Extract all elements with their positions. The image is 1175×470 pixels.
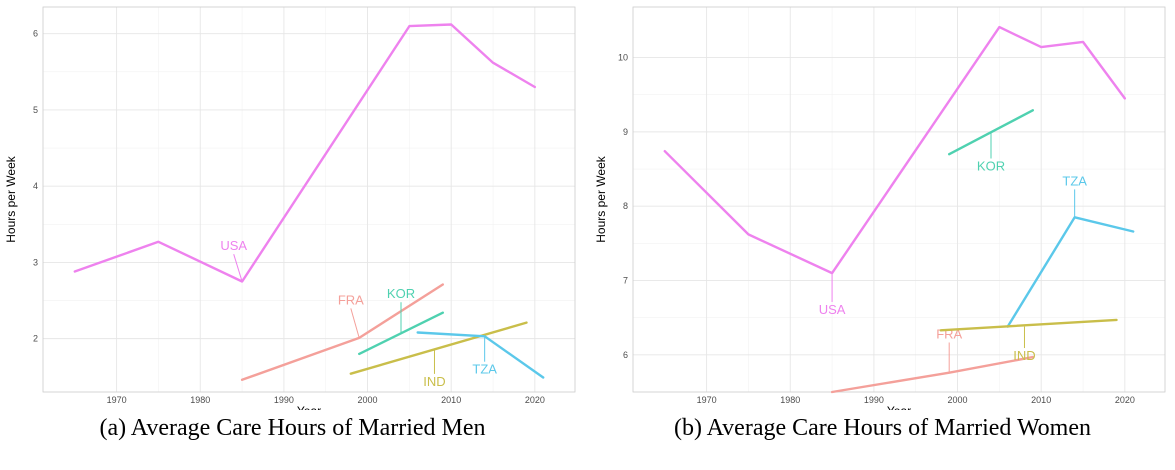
chart-b: 1970 1980 1990 2000 2010 2020 6 7 8 9 10 Year Hours … [594, 6, 1166, 410]
series-label-tza: TZA [472, 362, 497, 377]
tick-labels: 1970 1980 1990 2000 2010 2020 2 3 4 5 6 [33, 29, 545, 405]
series-label-tza: TZA [1062, 173, 1087, 188]
y-tick-label: 5 [33, 105, 38, 115]
y-tick-label: 10 [618, 53, 628, 63]
chart-panel-a: 1970 1980 1990 2000 2010 2020 2 3 4 5 6 Year Hours p… [0, 0, 585, 470]
series-usa: USA [663, 25, 1126, 317]
series-label-usa: USA [220, 238, 247, 253]
y-tick-label: 2 [33, 334, 38, 344]
x-tick-label: 2000 [948, 395, 968, 405]
series-ind: IND [939, 318, 1118, 363]
series-kor: KOR [948, 109, 1034, 174]
tick-labels: 1970 1980 1990 2000 2010 2020 6 7 8 9 10 [618, 53, 1135, 405]
caption-a: (a) Average Care Hours of Married Men [99, 415, 486, 441]
series-kor: KOR [358, 286, 444, 356]
label-leader-usa [233, 254, 243, 282]
y-tick-label: 9 [623, 127, 628, 137]
y-tick-label: 6 [623, 350, 628, 360]
series-label-usa: USA [819, 302, 846, 317]
y-tick-label: 4 [33, 181, 38, 191]
series-label-kor: KOR [387, 286, 415, 301]
y-tick-label: 6 [33, 29, 38, 39]
series-line-tza [1006, 216, 1135, 328]
x-tick-label: 2000 [358, 395, 378, 405]
y-tick-label: 7 [623, 276, 628, 286]
series-fra: FRA [830, 326, 1034, 394]
series-line-tza [416, 331, 545, 379]
x-axis-title: Year [887, 404, 911, 410]
x-tick-label: 1990 [274, 395, 294, 405]
series-line-ind [939, 318, 1118, 332]
x-tick-label: 2010 [1031, 395, 1051, 405]
y-tick-label: 3 [33, 257, 38, 267]
caption-b: (b) Average Care Hours of Married Women [673, 415, 1092, 441]
series-label-ind: IND [423, 374, 445, 389]
x-tick-label: 1970 [697, 395, 717, 405]
x-tick-label: 1970 [107, 395, 127, 405]
y-axis-title: Hours per Week [4, 155, 18, 242]
series-label-fra: FRA [338, 292, 364, 307]
y-tick-label: 8 [623, 201, 628, 211]
series-line-fra [240, 283, 444, 381]
x-tick-label: 1990 [864, 395, 884, 405]
series-ind: IND [349, 321, 528, 389]
chart-panel-b: 1970 1980 1990 2000 2010 2020 6 7 8 9 10 Year Hours … [590, 0, 1175, 470]
chart-a: 1970 1980 1990 2000 2010 2020 2 3 4 5 6 Year Hours p… [4, 6, 576, 410]
plot-border [42, 6, 576, 393]
y-axis-title: Hours per Week [594, 155, 608, 242]
series-usa: USA [73, 23, 536, 283]
label-leader-fra [350, 308, 360, 339]
series-tza: TZA [1006, 173, 1135, 328]
series-tza: TZA [416, 331, 545, 379]
x-tick-label: 1980 [780, 395, 800, 405]
plot-border [632, 6, 1166, 393]
series-label-ind: IND [1013, 348, 1035, 363]
series-fra: FRA [240, 283, 444, 381]
grid [633, 7, 1165, 392]
grid [43, 7, 575, 392]
series-line-fra [830, 355, 1034, 394]
x-tick-label: 2010 [441, 395, 461, 405]
series-line-kor [358, 311, 444, 356]
x-tick-label: 2020 [1115, 395, 1135, 405]
x-tick-label: 2020 [525, 395, 545, 405]
x-tick-label: 1980 [190, 395, 210, 405]
series-label-kor: KOR [977, 159, 1005, 174]
x-axis-title: Year [297, 404, 321, 410]
series-line-ind [349, 321, 528, 375]
series-line-usa [663, 25, 1126, 275]
series-line-usa [73, 23, 536, 283]
